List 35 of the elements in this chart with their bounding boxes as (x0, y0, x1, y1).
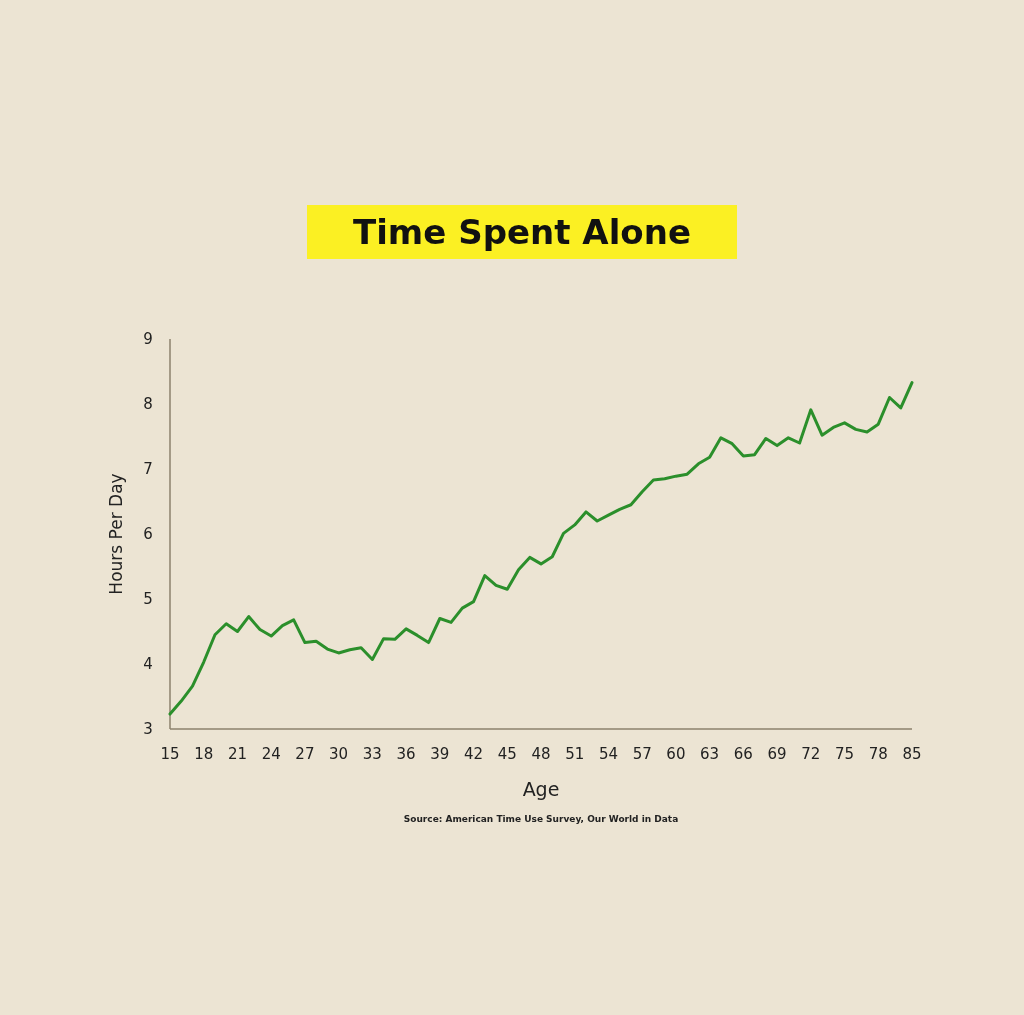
x-tick-label: 33 (362, 745, 382, 763)
y-tick-label: 5 (143, 590, 153, 608)
x-tick-label: 36 (396, 745, 416, 763)
y-tick-label: 7 (143, 460, 153, 478)
x-tick-label: 15 (160, 745, 180, 763)
y-axis-title: Hours Per Day (106, 473, 126, 595)
source-note: Source: American Time Use Survey, Our World in Data (403, 814, 679, 824)
x-tick-label: 45 (497, 745, 517, 763)
x-tick-label: 66 (733, 745, 753, 763)
y-tick-label: 3 (143, 720, 153, 738)
x-tick-label: 85 (902, 745, 922, 763)
x-tick-label: 75 (835, 745, 855, 763)
x-tick-label: 18 (194, 745, 214, 763)
y-tick-label: 8 (143, 395, 153, 413)
y-tick-label: 4 (143, 655, 153, 673)
x-tick-label: 42 (464, 745, 484, 763)
x-tick-label: 63 (700, 745, 720, 763)
x-tick-label: 54 (598, 745, 618, 763)
x-tick-label: 72 (801, 745, 821, 763)
x-tick-label: 39 (430, 745, 450, 763)
x-tick-label: 21 (227, 745, 247, 763)
chart-title: Time Spent Alone (353, 212, 691, 252)
y-tick-label: 9 (143, 330, 153, 348)
x-tick-label: 69 (767, 745, 787, 763)
y-tick-label: 6 (143, 525, 153, 543)
line-series (168, 381, 914, 716)
x-tick-label: 24 (261, 745, 281, 763)
x-tick-label: 27 (295, 745, 315, 763)
x-tick-label: 30 (329, 745, 349, 763)
x-axis-title: Age (522, 778, 560, 800)
x-tick-label: 57 (632, 745, 652, 763)
x-tick-label: 48 (531, 745, 551, 763)
x-tick-label: 51 (565, 745, 585, 763)
x-tick-label: 78 (868, 745, 888, 763)
x-tick-label: 60 (666, 745, 686, 763)
